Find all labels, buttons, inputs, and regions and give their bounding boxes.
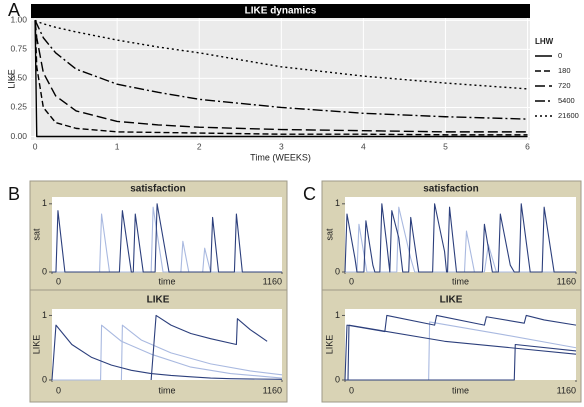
series-line: [120, 324, 283, 381]
x-axis-label: time: [452, 276, 469, 286]
x-tick-label: 1160: [263, 276, 282, 286]
chart-title: LIKE: [147, 295, 170, 306]
y-tick-label: 0: [335, 374, 340, 384]
y-tick-label: 0.00: [10, 131, 27, 141]
y-tick-label: 1: [42, 310, 47, 320]
y-tick-label: 1: [42, 198, 47, 208]
x-tick-label: 6: [525, 141, 530, 151]
y-axis-label: LIKE: [324, 335, 334, 355]
y-tick-label: 1: [335, 310, 340, 320]
chart-title: LIKE dynamics: [245, 6, 317, 17]
plot-area: [52, 309, 282, 380]
x-tick-label: 0: [349, 276, 354, 286]
panel-label: B: [8, 184, 20, 204]
series-line: [34, 20, 528, 120]
y-tick-label: 0.75: [10, 44, 27, 54]
legend-label: 720: [558, 81, 571, 90]
title-bar: [31, 4, 530, 18]
series-line: [51, 324, 283, 381]
y-tick-label: 0: [42, 374, 47, 384]
series-line: [52, 324, 283, 381]
panel-label: C: [303, 184, 316, 204]
y-tick-label: 1: [335, 198, 340, 208]
y-tick-label: 0.50: [10, 73, 27, 83]
legend-title: LHW: [535, 37, 554, 46]
x-tick-label: 0: [33, 141, 38, 151]
series-line: [52, 203, 282, 273]
plot-area: [345, 197, 576, 272]
y-axis-label: LIKE: [31, 335, 41, 355]
x-tick-label: 5: [443, 141, 448, 151]
series-line: [345, 206, 576, 273]
y-tick-label: 1.00: [10, 15, 27, 25]
x-tick-label: 0: [56, 385, 61, 395]
x-tick-label: 0: [349, 385, 354, 395]
series-line: [34, 20, 528, 136]
legend-label: 0: [558, 51, 562, 60]
chart-title: satisfaction: [130, 184, 186, 195]
y-tick-label: 0: [335, 266, 340, 276]
x-tick-label: 3: [279, 141, 284, 151]
panel-label: A: [8, 0, 20, 20]
x-axis-label: time: [452, 385, 469, 395]
x-tick-label: 1: [115, 141, 120, 151]
y-tick-label: 0.25: [10, 102, 27, 112]
series-line: [34, 20, 528, 133]
chart-title: satisfaction: [423, 184, 479, 195]
legend-label: 5400: [558, 96, 575, 105]
series-line: [345, 343, 577, 381]
x-axis-label: time: [158, 385, 175, 395]
x-tick-label: 1160: [263, 385, 282, 395]
y-tick-label: 0: [42, 266, 47, 276]
x-axis-label: Time (WEEKS): [250, 152, 311, 162]
series-line: [150, 314, 268, 381]
x-tick-label: 1160: [557, 385, 576, 395]
x-tick-label: 0: [56, 276, 61, 286]
series-line: [34, 20, 528, 138]
series-line: [344, 203, 576, 273]
x-tick-label: 4: [361, 141, 366, 151]
plot-background: [31, 18, 530, 140]
x-axis-label: time: [158, 276, 175, 286]
y-axis-label: sat: [31, 228, 41, 241]
y-axis-label: sat: [324, 228, 334, 241]
x-tick-label: 1160: [557, 276, 576, 286]
chart-title: LIKE: [440, 295, 463, 306]
y-axis-label: LIKE: [6, 69, 16, 89]
series-line: [34, 19, 528, 90]
legend-label: 21600: [558, 111, 579, 120]
x-tick-label: 2: [197, 141, 202, 151]
legend-label: 180: [558, 66, 571, 75]
